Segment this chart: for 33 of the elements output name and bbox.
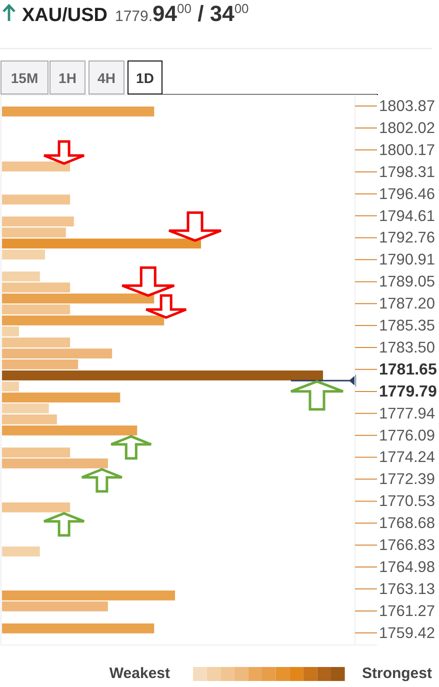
y-tick-label: 1779.79 [379,384,437,401]
y-tick-label: 1803.87 [379,98,436,115]
y-tick-label: 1781.65 [379,362,437,379]
y-tick-label: 1787.20 [379,296,436,313]
y-tick-label: 1790.91 [379,252,436,269]
text: 4H [98,70,116,86]
chart-subtitle: 1779.94$^{00}$ / 34$^{00}$ [115,1,249,26]
text: 15M [10,70,38,86]
y-tick-label: 1796.46 [379,186,436,203]
y-tick-label: 1794.61 [379,208,436,225]
y-tick-label: 1802.02 [379,120,436,137]
y-tick-label: 1761.27 [379,602,436,620]
y-tick-label: 1763.13 [379,580,436,598]
y-tick-label: 1798.31 [379,164,436,181]
y-tick-label: 1768.68 [379,515,436,532]
y-tick-label: 1770.53 [379,493,436,510]
y-tick-label: 1759.42 [379,624,436,642]
y-tick-label: 1789.05 [379,274,436,291]
y-tick-label: 1777.94 [379,405,436,422]
text: Weakest [109,665,170,682]
y-tick-label: 1800.17 [379,142,436,159]
text: Strongest [362,665,432,682]
y-tick-label: 1764.98 [379,558,436,576]
y-tick-label: 1774.24 [379,449,436,466]
y-tick-label: 1783.50 [379,339,436,356]
y-tick-label: 1772.39 [379,471,436,488]
text: 1D [136,70,154,86]
text: 1H [58,70,76,86]
y-tick-label: 1792.76 [379,230,436,247]
y-tick-label: 1776.09 [379,427,436,444]
y-tick-label: 1766.83 [379,537,436,554]
y-tick-label: 1785.35 [379,318,436,335]
chart-title: XAU/USD [22,5,108,26]
